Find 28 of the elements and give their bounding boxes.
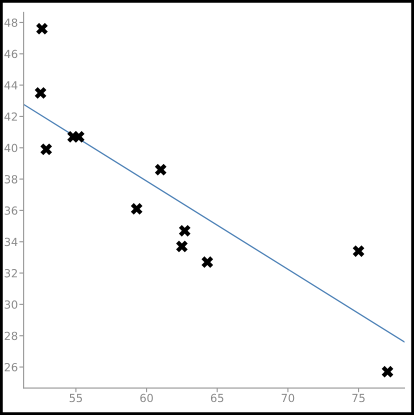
point xyxy=(178,224,191,237)
point xyxy=(72,130,85,143)
y-tick-label: 40 xyxy=(4,144,18,152)
point xyxy=(352,245,364,257)
y-tick-label: 28 xyxy=(4,332,18,340)
y-tick-label: 44 xyxy=(4,81,18,90)
point xyxy=(202,256,214,268)
y-tick-label: 26 xyxy=(4,363,18,372)
x-tick-label: 60 xyxy=(140,394,153,402)
point xyxy=(176,240,188,252)
y-tick-label: 48 xyxy=(4,18,18,27)
y-tick-label: 32 xyxy=(4,269,17,278)
point xyxy=(40,144,52,156)
point xyxy=(130,203,142,215)
y-tick-label: 30 xyxy=(4,300,18,309)
y-tick-label: 36 xyxy=(4,206,18,215)
point xyxy=(154,164,166,176)
y-tick-label: 46 xyxy=(4,50,18,58)
x-tick-label: 75 xyxy=(352,394,365,402)
point xyxy=(382,366,394,378)
x-tick-label: 70 xyxy=(282,394,294,402)
point xyxy=(36,22,48,35)
y-tick-label: 38 xyxy=(4,175,18,184)
y-tick-label: 42 xyxy=(4,112,17,121)
y-tick-label: 34 xyxy=(4,238,18,246)
x-tick-label: 55 xyxy=(70,394,82,402)
point xyxy=(34,87,46,99)
x-tick-label: 65 xyxy=(210,394,224,402)
